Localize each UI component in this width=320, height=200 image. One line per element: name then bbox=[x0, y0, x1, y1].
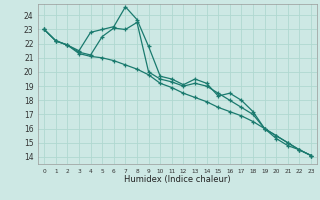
X-axis label: Humidex (Indice chaleur): Humidex (Indice chaleur) bbox=[124, 175, 231, 184]
